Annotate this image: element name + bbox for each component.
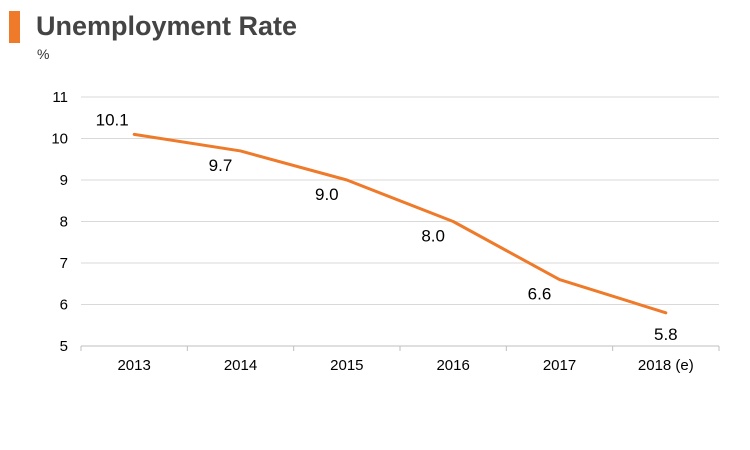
- series-layer: [132, 132, 668, 315]
- axes: 5 6 7 8 9 10 11 2013 2014 2015 2016 2017 2018 (e): [51, 89, 720, 374]
- y-tick-label-11: 11: [52, 89, 68, 106]
- y-tick-label-8: 8: [60, 214, 68, 231]
- data-label-2: 9.0: [315, 185, 339, 204]
- data-label-0: 10.1: [96, 110, 129, 129]
- y-tick-label-9: 9: [60, 172, 68, 189]
- x-tick-label-1: 2014: [224, 357, 257, 374]
- y-tick-label-10: 10: [51, 131, 68, 148]
- gridlines: [81, 96, 719, 305]
- data-label-1: 9.7: [209, 156, 233, 175]
- x-tick-label-2: 2015: [330, 357, 363, 374]
- data-labels: 10.1 9.7 9.0 8.0 6.6 5.8: [96, 110, 678, 343]
- data-label-5: 5.8: [654, 325, 678, 344]
- x-tick-label-3: 2016: [436, 357, 469, 374]
- chart-title: Unemployment Rate: [36, 11, 298, 41]
- x-tick-label-0: 2013: [117, 357, 150, 374]
- x-tick-label-4: 2017: [543, 357, 576, 374]
- y-tick-label-7: 7: [60, 255, 68, 272]
- y-tick-label-5: 5: [60, 338, 68, 355]
- x-tick-label-5: 2018 (e): [638, 357, 694, 374]
- title-accent-bar: [9, 11, 20, 43]
- y-tick-label-6: 6: [60, 297, 68, 314]
- data-label-3: 8.0: [421, 227, 445, 246]
- series-line: [132, 132, 668, 315]
- data-label-4: 6.6: [528, 285, 552, 304]
- y-axis-unit: %: [37, 46, 50, 62]
